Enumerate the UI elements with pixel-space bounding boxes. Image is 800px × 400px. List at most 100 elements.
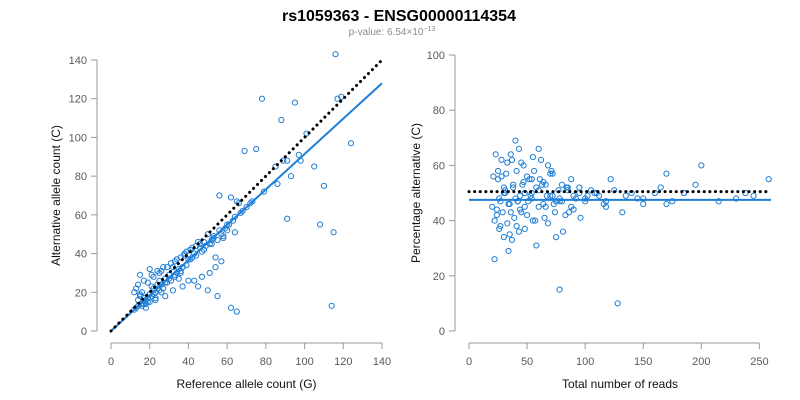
data-point [517, 192, 524, 199]
data-point [542, 181, 549, 188]
data-point [496, 225, 503, 232]
data-point [558, 198, 566, 205]
data-point [187, 256, 194, 263]
data-point [316, 221, 324, 228]
data-point [185, 277, 192, 284]
x-tick-label: 140 [373, 356, 391, 368]
data-point [274, 180, 281, 187]
x-tick-label: 120 [334, 356, 352, 368]
data-point [146, 265, 153, 273]
data-point [511, 214, 518, 221]
data-point [136, 271, 144, 278]
data-point [493, 211, 500, 219]
data-point [715, 198, 722, 205]
data-point [550, 200, 557, 208]
data-point [556, 198, 563, 205]
data-point [500, 184, 507, 191]
data-point [154, 281, 161, 288]
data-point [148, 271, 155, 278]
data-point [505, 247, 512, 255]
y-tick-label: 40 [433, 216, 445, 228]
data-point [533, 242, 540, 249]
data-point [584, 192, 591, 199]
data-point [663, 170, 670, 177]
data-point [669, 198, 676, 205]
data-point [131, 289, 138, 296]
data-point [164, 264, 171, 271]
data-point [152, 294, 159, 302]
data-point [549, 192, 556, 199]
data-point [544, 162, 552, 169]
data-point [179, 283, 186, 290]
data-point [614, 300, 621, 307]
data-point [521, 203, 528, 210]
data-point [525, 198, 532, 205]
data-point [175, 275, 182, 282]
x-tick-label: 100 [576, 356, 594, 368]
p-value-text: p-value: 6.54×10 [349, 27, 424, 38]
y-tick-label: 100 [427, 50, 445, 62]
data-point [489, 203, 496, 210]
data-point [544, 220, 552, 227]
data-point [733, 195, 740, 202]
data-point [138, 289, 146, 296]
data-point [535, 203, 542, 210]
data-point [508, 236, 516, 244]
data-point [512, 137, 519, 144]
data-point [328, 302, 335, 309]
data-point [204, 231, 211, 238]
x-tick-label: 150 [634, 356, 652, 368]
y-tick-label: 20 [433, 271, 445, 283]
data-point [539, 181, 546, 188]
scatter-panel-right: 0 50 100 150 200 250 0 20 40 60 80 100 Total number … [409, 50, 773, 391]
x-tick-label: 250 [750, 356, 768, 368]
data-point [515, 228, 523, 235]
data-point [195, 283, 202, 290]
data-point [500, 234, 507, 241]
reference-line [109, 58, 384, 333]
data-point [547, 170, 554, 177]
y-axis-label: Alternative allele count (C) [49, 125, 63, 266]
data-point [249, 198, 256, 205]
data-point [160, 264, 167, 271]
data-point [562, 211, 569, 219]
data-point [553, 234, 560, 241]
x-tick-label: 0 [108, 356, 114, 368]
data-point [537, 156, 545, 163]
data-point [210, 234, 217, 242]
data-point [193, 242, 200, 249]
data-point [208, 240, 215, 247]
data-point [540, 200, 547, 208]
data-point [651, 189, 658, 197]
data-point [547, 192, 554, 199]
x-tick-label: 0 [466, 356, 472, 368]
data-point [582, 198, 589, 205]
data-point [698, 162, 705, 169]
data-point [497, 223, 504, 230]
data-point [523, 211, 531, 219]
data-point [214, 293, 221, 300]
data-point [330, 229, 337, 236]
data-point [529, 154, 536, 161]
data-point [600, 200, 607, 208]
data-point [750, 192, 757, 199]
data-point [587, 187, 595, 194]
data-point [173, 256, 180, 263]
data-point [272, 163, 279, 170]
data-point [291, 99, 298, 106]
data-point [518, 159, 525, 166]
data-point [576, 184, 583, 191]
data-point [593, 189, 600, 197]
data-point [556, 286, 563, 293]
data-point [510, 181, 517, 188]
data-point [216, 192, 223, 199]
figure-subtitle: p-value: 6.54×10−13 [349, 26, 436, 38]
data-point [607, 176, 614, 183]
data-point [640, 200, 647, 208]
y-tick-label: 120 [69, 94, 87, 106]
data-point [258, 95, 266, 102]
data-point [235, 200, 242, 207]
data-point [284, 215, 291, 222]
data-point [142, 304, 149, 311]
